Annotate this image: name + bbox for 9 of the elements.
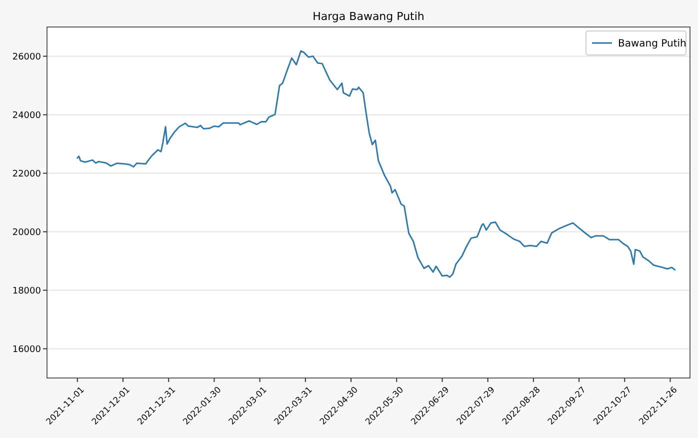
y-tick-label: 22000 (12, 169, 42, 180)
y-tick-label: 18000 (12, 286, 42, 296)
y-tick-label: 24000 (12, 110, 42, 121)
line-series (76, 50, 676, 278)
y-tick-label: 20000 (12, 228, 42, 238)
legend-label: Bawang Putih (618, 38, 686, 50)
y-tick-label: 26000 (12, 52, 42, 62)
chart-title: Harga Bawang Putih (312, 10, 424, 23)
y-tick-label: 16000 (12, 344, 42, 355)
